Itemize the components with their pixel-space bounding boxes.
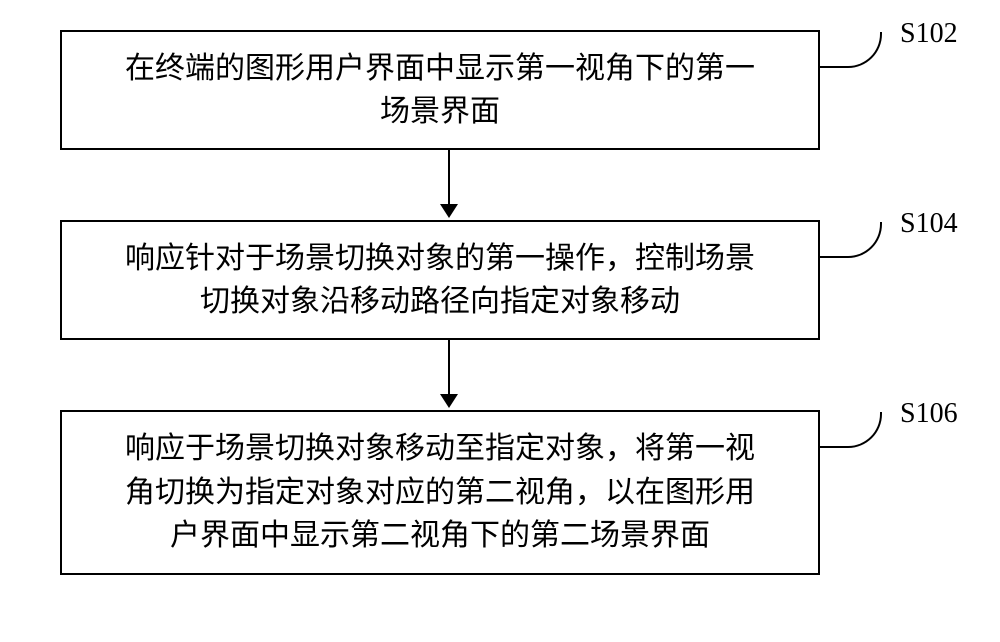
- flow-node-s102-text: 在终端的图形用户界面中显示第一视角下的第一 场景界面: [125, 47, 755, 134]
- flowchart-canvas: 在终端的图形用户界面中显示第一视角下的第一 场景界面 S102 响应针对于场景切…: [0, 0, 1000, 642]
- flow-node-s106-text: 响应于场景切换对象移动至指定对象，将第一视 角切换为指定对象对应的第二视角，以在…: [125, 427, 755, 558]
- flow-node-s106: 响应于场景切换对象移动至指定对象，将第一视 角切换为指定对象对应的第二视角，以在…: [60, 410, 820, 575]
- arrow-s104-s106: [439, 340, 459, 410]
- arrow-s102-s104: [439, 150, 459, 220]
- step-label-s104: S104: [900, 208, 958, 240]
- callout-s104: [820, 222, 882, 258]
- flow-node-s104: 响应针对于场景切换对象的第一操作，控制场景 切换对象沿移动路径向指定对象移动: [60, 220, 820, 340]
- flow-node-s104-text: 响应针对于场景切换对象的第一操作，控制场景 切换对象沿移动路径向指定对象移动: [125, 237, 755, 324]
- flow-node-s102: 在终端的图形用户界面中显示第一视角下的第一 场景界面: [60, 30, 820, 150]
- callout-s102: [820, 32, 882, 68]
- step-label-s102: S102: [900, 18, 958, 50]
- step-label-s106: S106: [900, 398, 958, 430]
- callout-s106: [820, 412, 882, 448]
